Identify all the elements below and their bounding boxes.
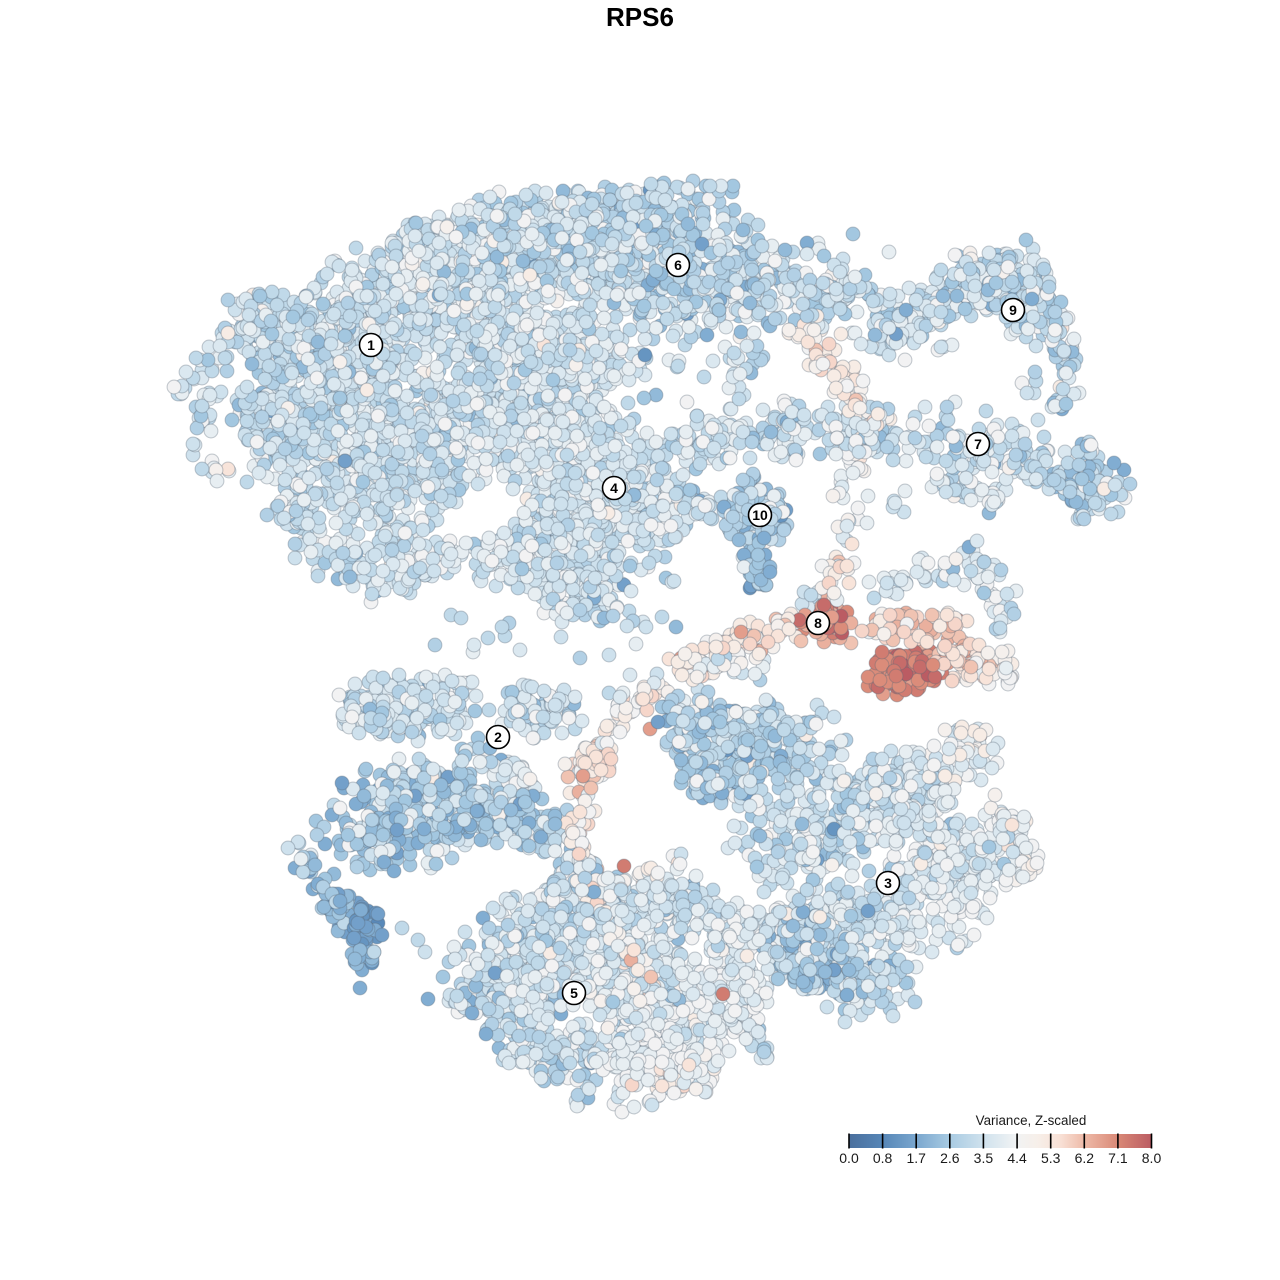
svg-text:RPS6: RPS6 <box>606 2 674 32</box>
